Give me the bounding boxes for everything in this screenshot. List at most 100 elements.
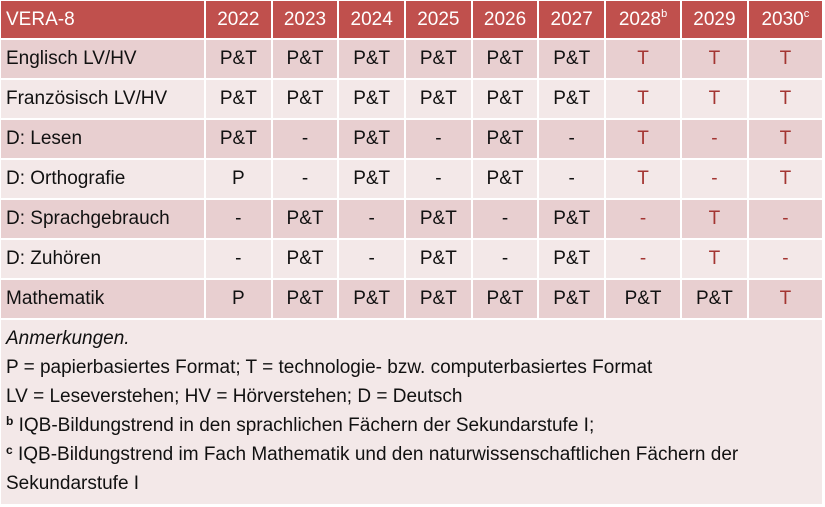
table-cell: - <box>748 240 822 278</box>
notes-line-abbreviations: LV = Leseverstehen; HV = Hörverstehen; D… <box>6 386 463 407</box>
table-cell: P&T <box>606 280 681 318</box>
table-cell: P&T <box>206 80 271 118</box>
table-cell: - <box>682 120 747 158</box>
table-cell: - <box>606 240 681 278</box>
table-cell: P&T <box>206 120 271 158</box>
year-header-2022: 2022 <box>206 1 271 38</box>
row-label: Mathematik <box>1 280 204 318</box>
table-cell: - <box>339 240 405 278</box>
header-row: VERA-8 2022 2023 2024 2025 2026 2027 2028b 2029… <box>1 1 822 38</box>
year-header-2029: 2029 <box>682 1 747 38</box>
table-cell: P&T <box>539 200 605 238</box>
table-cell: T <box>606 80 681 118</box>
year-header-2023: 2023 <box>272 1 338 38</box>
table-cell: - <box>539 120 605 158</box>
table-cell: P&T <box>539 80 605 118</box>
table-row: Englisch LV/HV P&T P&T P&T P&T P&T P&T T T T <box>1 40 822 78</box>
row-label: D: Zuhören <box>1 240 204 278</box>
table-cell: - <box>272 160 338 198</box>
footnote-b: b IQB-Bildungstrend in den sprachlichen … <box>6 411 817 440</box>
table-cell: - <box>472 200 538 238</box>
table-cell: P&T <box>339 160 405 198</box>
table-cell: P&T <box>406 200 471 238</box>
table-cell: P&T <box>539 280 605 318</box>
table-cell: T <box>682 240 747 278</box>
table-cell: P&T <box>339 80 405 118</box>
table-cell: - <box>682 160 747 198</box>
year-footnote-mark: c <box>803 7 810 20</box>
table-cell: - <box>339 200 405 238</box>
table-cell: - <box>406 160 471 198</box>
table-cell: P&T <box>272 80 338 118</box>
table-cell: P&T <box>406 40 471 78</box>
footnote-c-mark: c <box>6 443 13 457</box>
year-header-2030: 2030c <box>748 1 822 38</box>
year-label: 2022 <box>217 8 260 30</box>
notes-title: Anmerkungen. <box>6 328 130 349</box>
year-header-2024: 2024 <box>339 1 405 38</box>
table-row: D: Sprachgebrauch - P&T - P&T - P&T - T - <box>1 200 822 238</box>
footnote-b-text: IQB-Bildungstrend in den sprachlichen Fä… <box>13 415 595 436</box>
table-row: D: Orthografie P - P&T - P&T - T - T <box>1 160 822 198</box>
table-cell: P&T <box>406 80 471 118</box>
year-footnote-mark: b <box>661 7 668 20</box>
year-label: 2025 <box>417 8 460 30</box>
table-row: Mathematik P P&T P&T P&T P&T P&T P&T P&T T <box>1 280 822 318</box>
table-cell: P&T <box>339 280 405 318</box>
table-cell: P&T <box>539 240 605 278</box>
table-cell: P&T <box>272 200 338 238</box>
table-cell: P&T <box>406 280 471 318</box>
table-cell: T <box>606 160 681 198</box>
table-cell: T <box>748 40 822 78</box>
notes: Anmerkungen. P = papierbasiertes Format;… <box>1 320 822 504</box>
row-label: Englisch LV/HV <box>1 40 204 78</box>
table-cell: P&T <box>339 40 405 78</box>
table-cell: P&T <box>272 240 338 278</box>
row-label: Französisch LV/HV <box>1 80 204 118</box>
year-label: 2026 <box>483 8 527 30</box>
table-row: Französisch LV/HV P&T P&T P&T P&T P&T P&T T T T <box>1 80 822 118</box>
footnote-b-mark: b <box>6 414 14 428</box>
table-cell: T <box>682 40 747 78</box>
table-cell: P&T <box>539 40 605 78</box>
table-cell: T <box>748 160 822 198</box>
table-row: D: Lesen P&T - P&T - P&T - T - T <box>1 120 822 158</box>
row-label: D: Sprachgebrauch <box>1 200 204 238</box>
table-cell: - <box>206 240 271 278</box>
table-cell: T <box>748 120 822 158</box>
year-label: 2028 <box>618 8 662 30</box>
table-cell: P&T <box>472 280 538 318</box>
year-header-2028: 2028b <box>606 1 681 38</box>
row-label: D: Lesen <box>1 120 204 158</box>
table-cell: - <box>539 160 605 198</box>
table-corner-label: VERA-8 <box>1 1 204 38</box>
year-header-2027: 2027 <box>539 1 605 38</box>
table-cell: P&T <box>406 240 471 278</box>
year-label: 2023 <box>283 8 327 30</box>
year-label: 2030 <box>761 8 804 30</box>
table-cell: P&T <box>339 120 405 158</box>
table-cell: P&T <box>206 40 271 78</box>
table-cell: P&T <box>472 160 538 198</box>
table-cell: T <box>682 80 747 118</box>
year-label: 2027 <box>550 8 593 30</box>
table-cell: P <box>206 160 271 198</box>
table-cell: P&T <box>272 40 338 78</box>
row-label: D: Orthografie <box>1 160 204 198</box>
table-cell: T <box>682 200 747 238</box>
table-row: D: Zuhören - P&T - P&T - P&T - T - <box>1 240 822 278</box>
table-cell: P&T <box>682 280 747 318</box>
notes-line-format: P = papierbasiertes Format; T = technolo… <box>6 357 653 378</box>
table-cell: - <box>406 120 471 158</box>
footnote-c-text: IQB-Bildungstrend im Fach Mathematik und… <box>6 444 739 494</box>
year-label: 2024 <box>350 8 393 30</box>
table-cell: T <box>748 80 822 118</box>
table-cell: P&T <box>472 40 538 78</box>
table-cell: - <box>272 120 338 158</box>
table-cell: P <box>206 280 271 318</box>
footnote-c: c IQB-Bildungstrend im Fach Mathematik u… <box>6 440 817 498</box>
table-cell: T <box>748 280 822 318</box>
notes-row: Anmerkungen. P = papierbasiertes Format;… <box>1 320 822 504</box>
year-header-2026: 2026 <box>472 1 538 38</box>
